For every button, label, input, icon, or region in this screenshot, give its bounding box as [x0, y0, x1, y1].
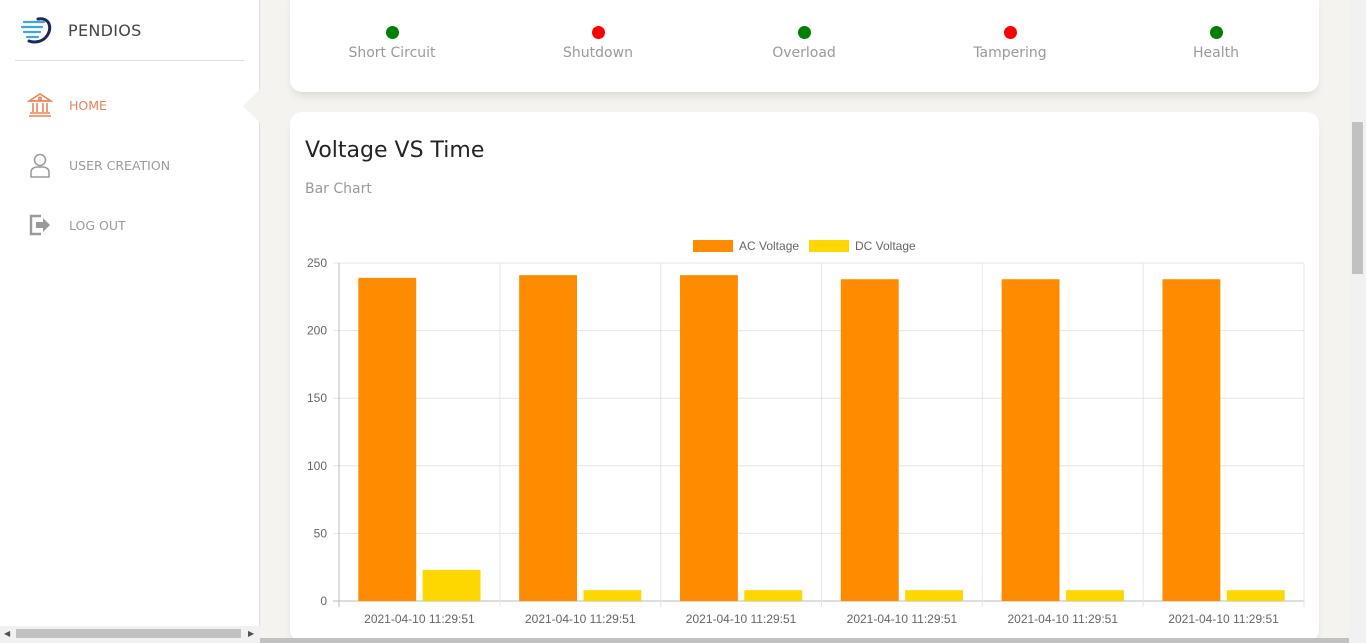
dc-voltage-bar: [422, 569, 481, 601]
y-tick-label: 250: [307, 256, 327, 270]
chart-card: Voltage VS Time Bar Chart 0 50 100 150 200 25…: [290, 112, 1319, 642]
horizontal-scroll-thumb[interactable]: [16, 629, 241, 638]
main-horizontal-scrollbar[interactable]: [260, 638, 1349, 643]
scroll-left-arrow-icon[interactable]: ◀: [4, 629, 11, 638]
app-name: PENDIOS: [68, 20, 142, 40]
status-dot: [385, 26, 399, 39]
dc-voltage-bar: [1065, 590, 1124, 601]
user-icon: [30, 153, 50, 178]
sidebar-item-user-creation[interactable]: USER CREATION: [26, 151, 170, 179]
sidebar-horizontal-scrollbar[interactable]: ◀ ▶: [0, 626, 260, 643]
legend-swatch: [809, 240, 849, 252]
dc-voltage-bar: [744, 590, 803, 601]
status-dot: [1209, 26, 1223, 39]
status-dot: [797, 26, 811, 39]
sidebar-item-logout[interactable]: LOG OUT: [26, 211, 126, 239]
sidebar: PENDIOS HOME USER CREATION LOG OUT: [0, 0, 260, 643]
status-shutdown: Shutdown: [518, 26, 678, 62]
status-label: Health: [1193, 45, 1239, 61]
logo[interactable]: PENDIOS: [15, 0, 244, 61]
y-tick-label: 200: [307, 324, 327, 338]
status-card: Short Circuit Shutdown Overload Tamperin…: [290, 0, 1319, 92]
sidebar-item-label: LOG OUT: [69, 217, 126, 233]
pendios-logo-icon: [20, 17, 52, 44]
vertical-scroll-thumb[interactable]: [1352, 122, 1363, 274]
ac-voltage-bar: [679, 275, 738, 601]
logout-icon: [29, 214, 50, 236]
sidebar-item-label: HOME: [69, 97, 107, 113]
ac-voltage-bar: [358, 277, 417, 601]
status-label: Shutdown: [563, 45, 633, 61]
y-tick-label: 50: [314, 526, 328, 540]
status-label: Overload: [772, 45, 836, 61]
bank-icon: [26, 93, 54, 117]
status-short-circuit: Short Circuit: [312, 26, 472, 62]
y-tick-label: 150: [307, 391, 327, 405]
ac-voltage-bar: [519, 275, 578, 601]
status-label: Short Circuit: [348, 45, 436, 61]
ac-voltage-bar: [1162, 279, 1221, 601]
legend-swatch: [693, 240, 733, 252]
status-label: Tampering: [973, 45, 1047, 61]
x-tick-label: 2021-04-10 11:29:51: [686, 612, 797, 626]
x-tick-label: 2021-04-10 11:29:51: [847, 612, 958, 626]
ac-voltage-bar: [840, 279, 899, 601]
status-dot: [1003, 26, 1017, 39]
scroll-right-arrow-icon[interactable]: ▶: [248, 629, 255, 638]
dc-voltage-bar: [905, 590, 964, 601]
y-tick-label: 0: [320, 594, 327, 608]
dc-voltage-bar: [1226, 590, 1285, 601]
x-tick-label: 2021-04-10 11:29:51: [1168, 612, 1279, 626]
y-tick-label: 100: [307, 459, 327, 473]
active-nav-caret: [243, 89, 260, 123]
status-tampering: Tampering: [930, 26, 1090, 62]
vertical-scrollbar[interactable]: [1349, 0, 1366, 643]
ac-voltage-bar: [1001, 279, 1060, 601]
x-tick-label: 2021-04-10 11:29:51: [364, 612, 475, 626]
chart-title: Voltage VS Time: [305, 138, 485, 163]
legend-label: DC Voltage: [855, 239, 916, 253]
dc-voltage-bar: [583, 590, 642, 601]
x-tick-label: 2021-04-10 11:29:51: [1007, 612, 1118, 626]
chart-subtitle: Bar Chart: [305, 181, 372, 197]
status-health: Health: [1136, 26, 1296, 62]
status-overload: Overload: [724, 26, 884, 62]
sidebar-item-home[interactable]: HOME: [26, 91, 107, 119]
status-dot: [591, 26, 605, 39]
x-tick-label: 2021-04-10 11:29:51: [525, 612, 636, 626]
sidebar-item-label: USER CREATION: [69, 157, 171, 173]
legend-label: AC Voltage: [739, 239, 799, 253]
voltage-bar-chart: 0 50 100 150 200 250 2021-04-10 11:29:51 2021-0…: [307, 239, 1305, 626]
